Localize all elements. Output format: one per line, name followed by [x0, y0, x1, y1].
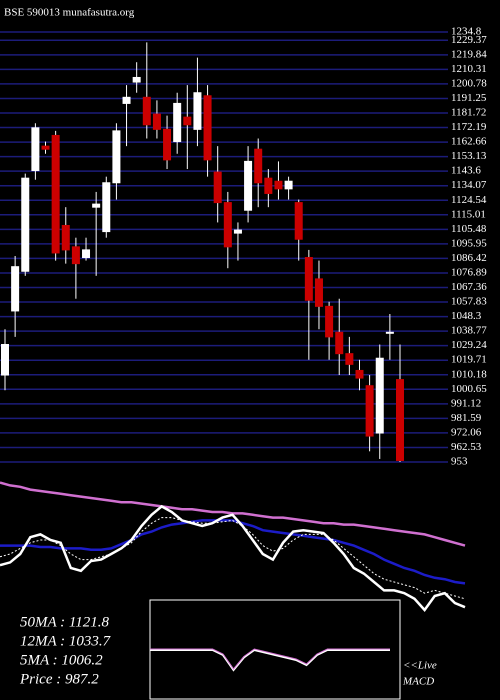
- macd-signal: [150, 648, 390, 670]
- y-tick-label: 953: [451, 456, 468, 468]
- candle-body: [294, 202, 303, 240]
- y-tick-label: 1086.42: [451, 252, 487, 264]
- y-tick-label: 1191.25: [451, 92, 487, 104]
- y-tick-label: 1010.18: [451, 368, 487, 380]
- y-tick-label: 1153.13: [451, 150, 487, 162]
- y-tick-label: 962.53: [451, 441, 482, 453]
- candle-body: [152, 113, 161, 130]
- candle-body: [264, 177, 273, 194]
- y-tick-label: 1219.84: [451, 48, 487, 60]
- candle-body: [71, 246, 80, 265]
- y-tick-label: 991.12: [451, 397, 481, 409]
- y-tick-label: 981.59: [451, 412, 482, 424]
- y-tick-label: 1057.83: [451, 296, 487, 308]
- candle-body: [355, 369, 364, 379]
- candle-body: [233, 229, 242, 234]
- macd-line: [150, 648, 390, 672]
- candle-body: [223, 202, 232, 248]
- y-tick-label: 1048.3: [451, 310, 482, 322]
- candle-body: [345, 353, 354, 365]
- ma-line: [0, 481, 466, 547]
- candle-body: [254, 148, 263, 184]
- y-tick-label: 1105.48: [451, 223, 487, 235]
- y-tick-label: 1038.77: [451, 325, 487, 337]
- chart-title: BSE 590013 munafasutra.org: [4, 7, 135, 19]
- candle-body: [193, 92, 202, 130]
- y-tick-label: 1115.01: [451, 208, 486, 220]
- y-tick-label: 1162.66: [451, 136, 487, 148]
- candle-body: [244, 160, 253, 211]
- y-tick-label: 1210.31: [451, 63, 487, 75]
- candle-body: [11, 266, 20, 312]
- candle-body: [304, 257, 313, 301]
- candle-body: [314, 278, 323, 307]
- candle-body: [173, 102, 182, 143]
- candle-body: [41, 145, 50, 150]
- candle-body: [183, 116, 192, 126]
- candle-body: [92, 203, 101, 208]
- candle-body: [203, 95, 212, 161]
- candle-body: [375, 357, 384, 434]
- candle-body: [112, 130, 121, 184]
- candle-body: [325, 305, 334, 338]
- ma-line: [0, 504, 466, 612]
- y-tick-label: 1000.65: [451, 383, 487, 395]
- candle-body: [102, 182, 111, 233]
- ma-line: [0, 517, 466, 600]
- candle-body: [82, 249, 91, 259]
- candle-body: [51, 134, 60, 254]
- candle-body: [21, 177, 30, 272]
- candle-body: [132, 76, 141, 83]
- candle-body: [335, 331, 344, 355]
- candle-body: [142, 96, 151, 126]
- y-tick-label: 1143.6: [451, 165, 481, 177]
- candle-body: [31, 127, 40, 172]
- candle-body: [274, 180, 283, 190]
- candle-body: [385, 331, 394, 334]
- ma-line: [0, 519, 466, 585]
- y-tick-label: 1029.24: [451, 339, 487, 351]
- macd-live-label: <<Live: [403, 660, 437, 672]
- candle-body: [396, 379, 404, 461]
- y-tick-label: 1067.36: [451, 281, 487, 293]
- y-tick-label: 972.06: [451, 426, 482, 438]
- legend-entry: 12MA : 1033.7: [20, 633, 112, 649]
- candle-body: [122, 96, 131, 104]
- candle-body: [284, 180, 293, 190]
- macd-title: MACD: [402, 676, 434, 688]
- candle-body: [1, 344, 9, 376]
- candle-body: [163, 128, 172, 161]
- y-tick-label: 1181.72: [451, 107, 486, 119]
- y-tick-label: 1234.8: [451, 26, 482, 38]
- y-tick-label: 1229.37: [451, 34, 487, 46]
- candle-body: [61, 224, 70, 251]
- y-tick-label: 1172.19: [451, 121, 487, 133]
- y-tick-label: 1076.89: [451, 266, 487, 278]
- legend-entry: 50MA : 1121.8: [20, 614, 110, 630]
- candle-body: [365, 385, 374, 437]
- legend-entry: Price : 987.2: [19, 671, 99, 687]
- y-tick-label: 1134.07: [451, 179, 487, 191]
- y-tick-label: 1124.54: [451, 194, 487, 206]
- legend-entry: 5MA : 1006.2: [20, 652, 103, 668]
- candle-body: [213, 171, 222, 204]
- y-tick-label: 1200.78: [451, 77, 487, 89]
- y-tick-label: 1095.95: [451, 237, 487, 249]
- y-tick-label: 1019.71: [451, 354, 487, 366]
